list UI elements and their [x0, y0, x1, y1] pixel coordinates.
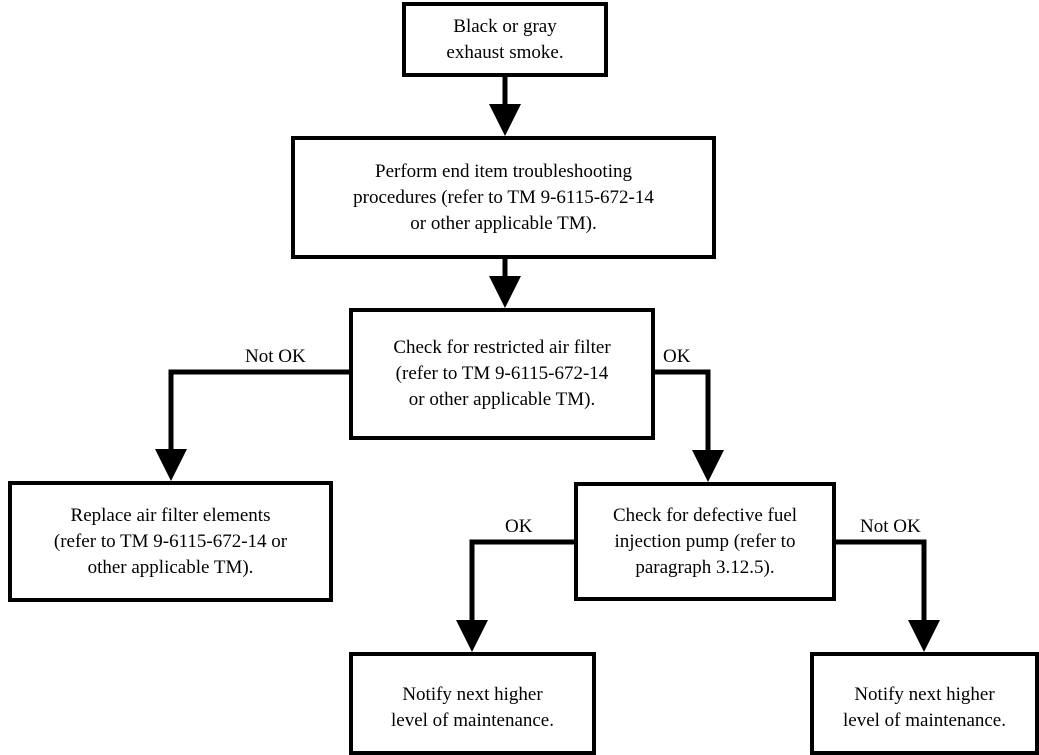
start-box-exhaust-smoke: Black or gray exhaust smoke. [402, 2, 608, 77]
connector-fuel-pump-to-notify-right [836, 539, 927, 622]
arrowhead-down [456, 620, 488, 652]
connector-fuel-pump-to-notify-left [469, 539, 574, 622]
connector-air-filter-to-replace [168, 369, 349, 451]
replace-air-filter-box: Replace air filter elements (refer to TM… [8, 481, 333, 602]
arrowhead-down [489, 276, 521, 308]
label-fuel-pump-not-ok: Not OK [860, 516, 921, 537]
arrowhead-down [692, 450, 724, 482]
air-filter-check-box: Check for restricted air filter (refer t… [349, 308, 655, 440]
troubleshoot-box: Perform end item troubleshooting procedu… [291, 136, 716, 259]
arrowhead-down [489, 104, 521, 136]
label-air-filter-not-ok: Not OK [245, 346, 306, 367]
fuel-pump-check-box-text: Check for defective fuel injection pump … [612, 504, 798, 578]
start-box-text: Black or gray exhaust smoke. [446, 15, 564, 63]
troubleshoot-box-text: Perform end item troubleshooting procedu… [353, 160, 654, 234]
fuel-pump-check-box: Check for defective fuel injection pump … [574, 482, 836, 601]
replace-air-filter-box-text: Replace air filter elements (refer to TM… [53, 504, 288, 578]
label-fuel-pump-ok: OK [505, 516, 533, 537]
connector-air-filter-to-fuel-pump [655, 369, 711, 452]
notify-maintenance-left-text: Notify next higher level of maintenance. [390, 683, 554, 731]
air-filter-check-box-text: Check for restricted air filter (refer t… [393, 337, 611, 410]
arrowhead-down [908, 620, 940, 652]
label-air-filter-ok: OK [663, 346, 691, 367]
arrowhead-down [155, 449, 187, 481]
notify-maintenance-right-text: Notify next higher level of maintenance. [842, 683, 1006, 731]
notify-maintenance-box-right: Notify next higher level of maintenance. [810, 652, 1039, 755]
notify-maintenance-box-left: Notify next higher level of maintenance. [349, 652, 596, 755]
